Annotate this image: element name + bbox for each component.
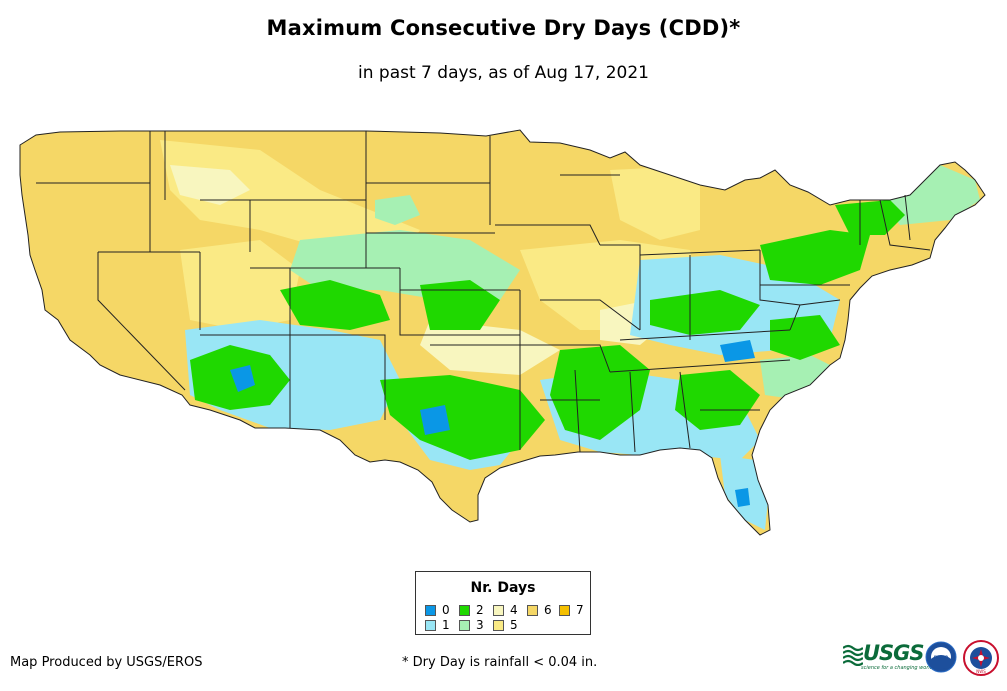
usgs-tagline: science for a changing world <box>861 665 933 671</box>
region-4-days-central <box>420 320 560 375</box>
usgs-logo: USGS science for a changing world <box>843 641 933 671</box>
cdd-regions <box>160 140 980 530</box>
region-5-days-michigan <box>610 168 700 240</box>
legend-label: 5 <box>510 618 518 632</box>
region-2-days-pennsylvania <box>760 230 870 285</box>
region-4-days-north <box>170 165 250 205</box>
legend-item-0: 0 <box>425 603 450 617</box>
legend-swatch <box>493 604 504 616</box>
map-subtitle: in past 7 days, as of Aug 17, 2021 <box>358 63 649 83</box>
region-2-days-kentucky <box>650 290 760 335</box>
legend-item-3: 3 <box>459 618 484 632</box>
legend: Nr. Days 0 1 2 3 4 5 6 7 <box>415 571 591 635</box>
legend-label: 4 <box>510 603 518 617</box>
legend-item-5: 5 <box>493 618 518 632</box>
region-2-days-georgia <box>675 370 760 430</box>
dry-day-footnote: * Dry Day is rainfall < 0.04 in. <box>402 655 598 670</box>
legend-item-4: 4 <box>493 603 518 617</box>
legend-item-6: 6 <box>527 603 552 617</box>
region-0-days-tennessee <box>720 340 755 362</box>
legend-label: 0 <box>442 603 450 617</box>
legend-swatch <box>425 604 436 616</box>
legend-swatch <box>559 604 570 616</box>
region-3-days-dakotas <box>375 195 420 225</box>
legend-label: 6 <box>544 603 552 617</box>
noaa-logo: noaa <box>925 641 957 673</box>
region-2-days-newengland <box>835 200 905 235</box>
region-0-days-texas <box>420 405 450 435</box>
legend-label: 7 <box>576 603 584 617</box>
legend-swatch <box>527 604 538 616</box>
noaa-wordmark: noaa <box>934 654 949 661</box>
region-2-days-colorado <box>280 280 390 330</box>
legend-label: 3 <box>476 618 484 632</box>
region-3-days-southeast <box>760 355 840 400</box>
usgs-wordmark: USGS <box>863 641 925 665</box>
region-0-days-florida <box>735 488 750 507</box>
region-5-days-southwest <box>180 240 300 330</box>
nws-logo: NWS <box>963 640 999 676</box>
legend-label: 1 <box>442 618 450 632</box>
legend-swatch <box>459 619 470 631</box>
legend-title: Nr. Days <box>470 580 536 596</box>
region-2-days-texas <box>380 375 545 460</box>
region-2-days-mississippi <box>550 345 650 440</box>
nws-wordmark: NWS <box>976 669 986 674</box>
legend-swatch <box>425 619 436 631</box>
legend-item-7: 7 <box>559 603 584 617</box>
legend-swatch <box>459 604 470 616</box>
state-borders <box>19 129 986 536</box>
legend-swatch <box>493 619 504 631</box>
region-0-days-arizona <box>230 365 255 392</box>
usgs-wave-icon <box>843 644 863 666</box>
map-title: Maximum Consecutive Dry Days (CDD)* <box>266 16 741 40</box>
region-2-days-kansas <box>420 280 500 330</box>
legend-label: 2 <box>476 603 484 617</box>
legend-item-2: 2 <box>459 603 484 617</box>
producer-credit: Map Produced by USGS/EROS <box>10 655 203 670</box>
region-3-days-northeast <box>880 165 980 225</box>
region-2-days-virginia <box>770 315 840 360</box>
legend-item-1: 1 <box>425 618 450 632</box>
